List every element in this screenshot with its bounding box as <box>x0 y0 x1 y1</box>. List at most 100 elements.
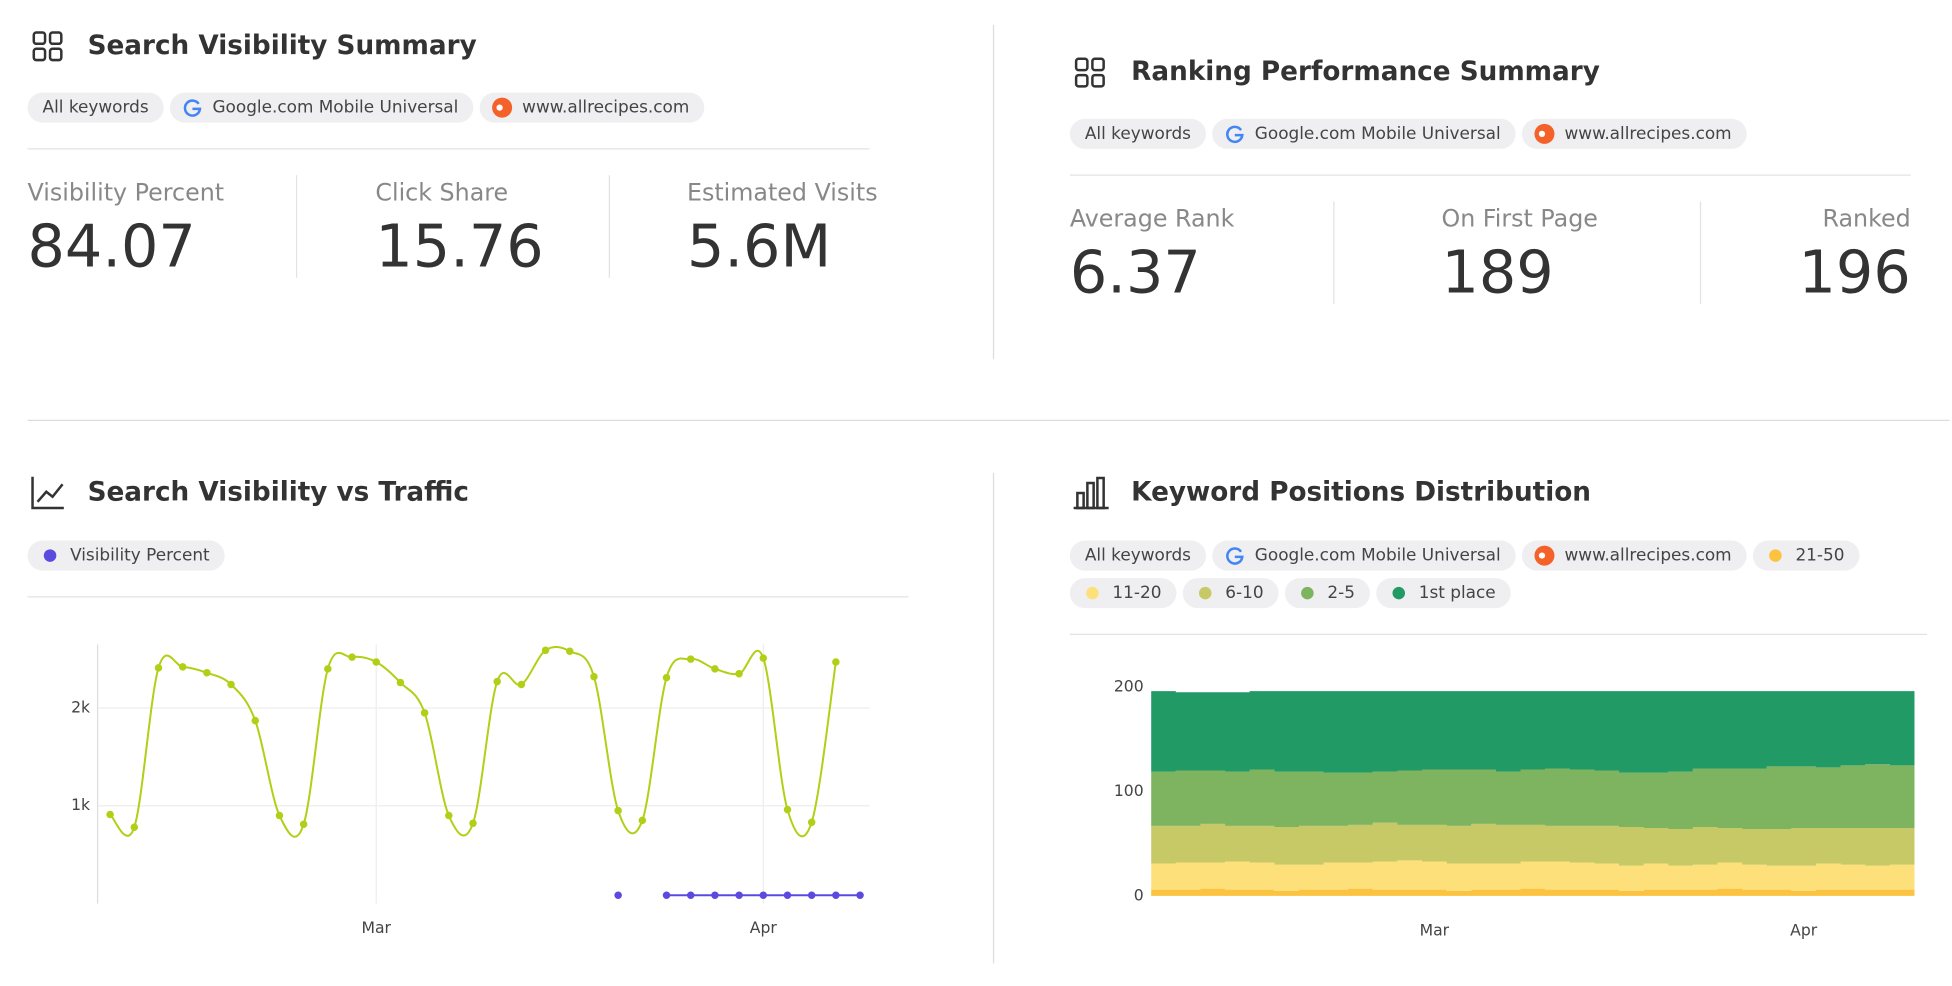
chip-label: Visibility Percent <box>70 545 210 565</box>
chip-label: Google.com Mobile Universal <box>1255 123 1501 143</box>
metric-label: Ranked <box>1822 205 1910 233</box>
data-point <box>759 891 768 899</box>
chip: All keywords <box>1069 540 1207 571</box>
data-point <box>711 665 719 673</box>
chip-bg <box>27 92 164 123</box>
data-point <box>203 669 211 677</box>
chip-bg <box>169 92 474 123</box>
chip: 2-5 <box>1284 578 1370 609</box>
chip-label: All keywords <box>1085 123 1191 143</box>
chip-label: All keywords <box>43 97 149 117</box>
bar-chart-icon <box>1073 476 1109 510</box>
data-point <box>759 654 768 662</box>
data-point <box>711 891 719 899</box>
data-point <box>517 680 526 689</box>
x-tick-label: Apr <box>1790 920 1818 939</box>
y-tick-label: 100 <box>1114 781 1144 800</box>
chip: Google.com Mobile Universal <box>169 92 474 123</box>
metric-value: 196 <box>1799 238 1911 307</box>
panel-title: Ranking Performance Summary <box>1131 57 1600 87</box>
metric-value: 5.6M <box>687 211 831 280</box>
stacked-area <box>1151 764 1915 830</box>
legend-dot <box>1769 549 1782 562</box>
legend-dot <box>1086 586 1099 600</box>
chip-bg <box>1212 540 1516 571</box>
metric-value: 6.37 <box>1070 238 1201 307</box>
chip-label: www.allrecipes.com <box>1564 545 1731 565</box>
data-point <box>493 677 501 686</box>
grid-icon <box>32 31 63 62</box>
data-point <box>541 646 550 655</box>
chip: 11-20 <box>1069 578 1177 609</box>
data-point <box>420 709 429 717</box>
chip-label: 6-10 <box>1225 582 1263 602</box>
google-icon <box>1226 125 1244 144</box>
legend-dot <box>1198 586 1212 600</box>
chip: 1st place <box>1376 578 1511 609</box>
chip: All keywords <box>27 92 164 123</box>
x-tick-label: Apr <box>750 918 778 937</box>
y-tick-label: 1k <box>71 795 90 814</box>
chip-bg <box>1521 540 1747 571</box>
chip-label: Google.com Mobile Universal <box>1255 545 1501 565</box>
chip-label: Google.com Mobile Universal <box>212 97 458 117</box>
chip: Visibility Percent <box>27 540 225 571</box>
data-point <box>227 680 235 689</box>
data-point <box>807 818 816 827</box>
data-point <box>735 891 743 899</box>
chip-bg <box>1069 118 1207 149</box>
chip: 6-10 <box>1182 578 1279 609</box>
chart-title: Search Visibility vs Traffic <box>88 478 469 508</box>
data-point <box>662 891 671 899</box>
chip: All keywords <box>1069 118 1207 149</box>
data-point <box>686 891 695 899</box>
google-icon <box>1226 547 1244 565</box>
data-point <box>251 716 260 725</box>
data-point <box>445 811 453 820</box>
stacked-area <box>1151 860 1915 891</box>
site-icon-dot <box>1538 552 1546 559</box>
chip-bg <box>1212 118 1516 149</box>
data-point <box>662 673 671 682</box>
chip-label: 21-50 <box>1795 545 1844 565</box>
data-point <box>832 658 840 666</box>
metric-value: 189 <box>1441 238 1553 307</box>
y-tick-label: 2k <box>71 697 90 716</box>
chip: www.allrecipes.com <box>479 92 705 123</box>
metric-label: Estimated Visits <box>687 178 878 206</box>
data-point <box>566 647 574 656</box>
stacked-area <box>1151 888 1915 896</box>
chip-bg <box>1069 578 1177 609</box>
data-point <box>154 664 163 672</box>
series-line <box>109 645 837 838</box>
data-point <box>807 891 816 899</box>
data-point <box>614 806 622 815</box>
data-point <box>372 658 380 666</box>
data-point <box>106 810 114 819</box>
chip-bg <box>1284 578 1370 609</box>
chip: 21-50 <box>1752 540 1860 571</box>
y-tick-label: 200 <box>1114 676 1144 695</box>
chip-bg <box>1752 540 1860 571</box>
metric-value: 15.76 <box>375 211 543 280</box>
chip-bg <box>1182 578 1279 609</box>
data-point <box>638 816 647 825</box>
data-point <box>275 811 284 820</box>
data-point <box>590 672 598 681</box>
site-icon-dot <box>496 104 503 111</box>
metric-value: 84.07 <box>28 211 196 280</box>
data-point <box>832 891 840 899</box>
site-icon-dot <box>1538 130 1546 138</box>
chip-bg <box>1521 118 1747 149</box>
data-point <box>783 805 792 814</box>
metric-label: Average Rank <box>1070 205 1235 233</box>
chip-label: 1st place <box>1419 582 1496 602</box>
chip-label: 11-20 <box>1112 582 1161 602</box>
data-point <box>469 819 477 828</box>
chart-title: Keyword Positions Distribution <box>1131 478 1591 508</box>
legend-dot <box>1392 586 1406 600</box>
x-tick-label: Mar <box>1420 920 1450 939</box>
